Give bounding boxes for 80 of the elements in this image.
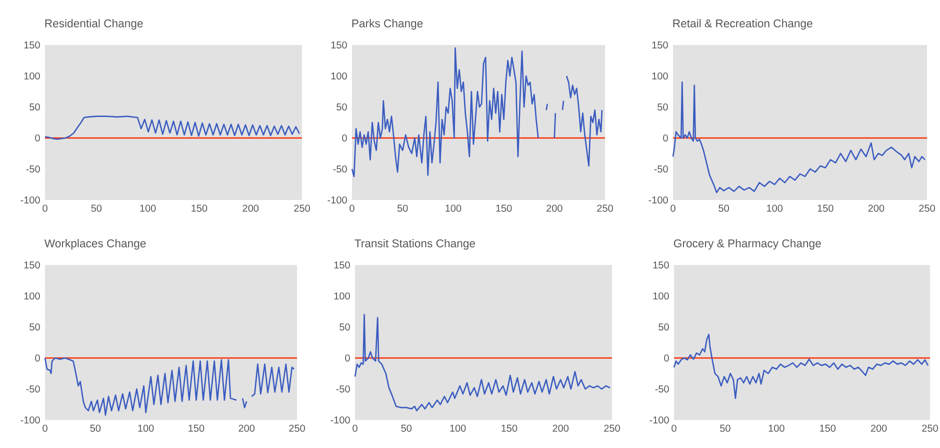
- y-tick-label: 50: [30, 323, 40, 331]
- x-tick-label: 0: [352, 424, 358, 432]
- y-tick-label: 0: [345, 354, 350, 362]
- y-tick-label: -100: [328, 196, 347, 204]
- y-tick-label: 0: [663, 134, 668, 142]
- chart-title: Workplaces Change: [44, 239, 146, 250]
- x-tick-label: 150: [818, 204, 834, 212]
- x-tick-label: 150: [820, 424, 836, 432]
- y-tick-label: 100: [334, 292, 350, 300]
- x-tick-label: 50: [90, 424, 101, 432]
- line-series: [673, 334, 929, 399]
- y-tick-label: 0: [664, 354, 669, 362]
- line-series: [354, 314, 611, 412]
- x-tick-label: 250: [294, 204, 310, 212]
- y-tick-label: -100: [20, 196, 40, 204]
- y-tick-label: -50: [333, 165, 347, 173]
- x-tick-label: 150: [192, 204, 208, 212]
- y-tick-label: 150: [331, 41, 347, 49]
- y-tick-label: 100: [331, 72, 347, 80]
- y-tick-label: -100: [330, 416, 350, 424]
- x-tick-label: 200: [870, 424, 887, 432]
- y-tick-label: -50: [655, 385, 669, 393]
- y-tick-label: 150: [652, 41, 668, 49]
- y-tick-label: 100: [24, 72, 40, 80]
- chart-title: Parks Change: [352, 19, 423, 30]
- x-tick-label: 200: [546, 204, 562, 212]
- y-tick-label: 50: [340, 323, 350, 331]
- x-tick-label: 100: [450, 424, 466, 432]
- x-tick-label: 250: [919, 204, 935, 212]
- x-tick-label: 50: [91, 204, 102, 212]
- x-tick-label: 200: [552, 424, 569, 432]
- y-tick-label: -100: [650, 416, 669, 424]
- x-tick-label: 50: [397, 204, 408, 212]
- x-tick-label: 150: [188, 424, 204, 432]
- x-tick-label: 150: [496, 204, 512, 212]
- y-tick-label: 100: [652, 72, 668, 80]
- x-tick-label: 200: [242, 204, 259, 212]
- x-tick-label: 250: [289, 424, 305, 432]
- x-tick-label: 50: [401, 424, 412, 432]
- line-series: [44, 116, 300, 140]
- y-tick-label: -50: [654, 165, 668, 173]
- y-tick-label: 0: [35, 134, 40, 142]
- y-tick-label: 150: [653, 261, 669, 269]
- x-tick-label: 250: [604, 424, 620, 432]
- y-tick-label: 100: [653, 292, 669, 300]
- x-tick-label: 0: [670, 204, 676, 212]
- x-tick-label: 100: [140, 204, 156, 212]
- y-tick-label: 50: [30, 103, 40, 111]
- y-tick-label: 100: [24, 292, 40, 300]
- y-tick-label: 150: [24, 41, 40, 49]
- x-tick-label: 200: [868, 204, 884, 212]
- chart-title: Retail & Recreation Change: [673, 19, 812, 30]
- x-tick-label: 200: [238, 424, 255, 432]
- y-tick-label: -100: [648, 196, 668, 204]
- x-tick-label: 0: [42, 204, 48, 212]
- x-tick-label: 100: [768, 424, 784, 432]
- x-tick-label: 150: [502, 424, 518, 432]
- chart-title: Residential Change: [45, 19, 143, 30]
- chart-title: Grocery & Pharmacy Change: [674, 239, 821, 250]
- x-tick-label: 100: [138, 424, 154, 432]
- y-tick-label: 50: [658, 323, 669, 331]
- y-tick-label: 150: [334, 261, 350, 269]
- y-tick-label: 150: [24, 261, 40, 269]
- y-tick-label: -50: [336, 385, 350, 393]
- y-tick-label: 50: [336, 103, 347, 111]
- y-tick-label: -50: [26, 165, 40, 173]
- y-tick-label: 0: [35, 354, 40, 362]
- x-tick-label: 250: [597, 204, 613, 212]
- x-tick-label: 0: [42, 424, 48, 432]
- y-tick-label: -50: [26, 385, 40, 393]
- y-tick-label: 0: [342, 134, 347, 142]
- x-tick-label: 50: [718, 204, 729, 212]
- x-tick-label: 0: [672, 424, 676, 432]
- y-tick-label: 50: [658, 103, 668, 111]
- x-tick-label: 100: [767, 204, 783, 212]
- y-tick-label: -100: [20, 416, 40, 424]
- x-tick-label: 50: [720, 424, 730, 432]
- x-tick-label: 100: [446, 204, 462, 212]
- x-tick-label: 250: [922, 424, 938, 432]
- chart-title: Transit Stations Change: [354, 239, 476, 250]
